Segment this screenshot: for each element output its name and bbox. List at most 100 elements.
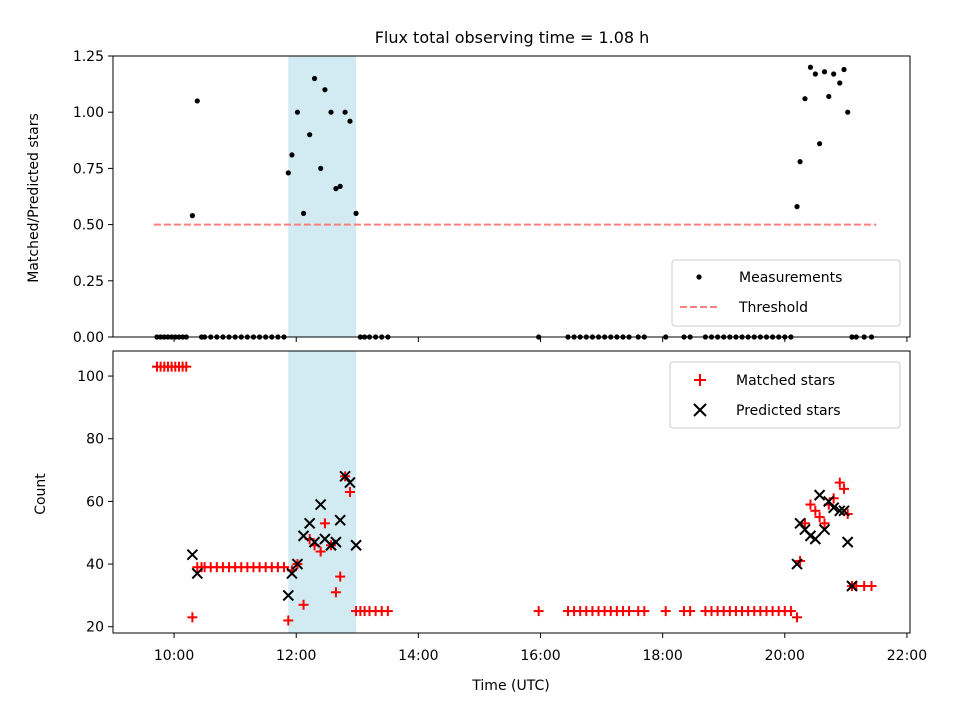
bottom-y-axis-label: Count bbox=[33, 473, 49, 515]
xtick-label: 22:00 bbox=[887, 648, 927, 664]
measurement-point bbox=[194, 98, 200, 104]
top-ytick-label: 0.25 bbox=[73, 274, 104, 290]
predicted-star-point bbox=[791, 558, 803, 570]
bottom-ytick-label: 40 bbox=[86, 557, 104, 573]
top-ytick-label: 1.00 bbox=[73, 105, 104, 121]
predicted-star-point bbox=[330, 536, 342, 548]
matched-star-point bbox=[335, 571, 346, 582]
xtick-label: 18:00 bbox=[642, 648, 682, 664]
measurement-point bbox=[294, 109, 301, 115]
matched-star-point bbox=[279, 562, 290, 573]
legend-matched-marker bbox=[694, 374, 706, 386]
matched-star-point bbox=[660, 606, 671, 617]
matched-star-point bbox=[792, 612, 803, 623]
matched-star-point bbox=[315, 546, 326, 557]
bottom-y-axis: 20 40 60 80 100 bbox=[77, 369, 113, 636]
xtick-label: 20:00 bbox=[765, 648, 805, 664]
matched-star-point bbox=[828, 493, 839, 504]
measurement-point bbox=[342, 109, 348, 115]
bottom-ytick-label: 100 bbox=[77, 369, 104, 385]
matched-star-point bbox=[283, 615, 294, 626]
predicted-star-point bbox=[827, 501, 840, 514]
predicted-star-point bbox=[841, 536, 854, 548]
x-axis-label: Time (UTC) bbox=[471, 678, 549, 694]
bottom-highlight-span bbox=[288, 351, 357, 633]
measurement-point bbox=[797, 159, 803, 165]
predicted-stars-group bbox=[186, 470, 858, 602]
measurement-point bbox=[318, 165, 324, 171]
predicted-star-point bbox=[303, 517, 316, 530]
predicted-star-point bbox=[818, 523, 831, 536]
chart-title: Flux total observing time = 1.08 h bbox=[375, 28, 650, 47]
measurement-point bbox=[333, 186, 339, 192]
measurement-point bbox=[285, 170, 291, 176]
bottom-panel: 20 40 60 80 100 10:00 12:00 14:00 16:00 18:00 20:… bbox=[33, 350, 927, 694]
bottom-legend-box bbox=[669, 361, 901, 429]
predicted-star-point bbox=[191, 567, 203, 580]
predicted-star-point bbox=[838, 505, 850, 517]
predicted-star-point bbox=[813, 489, 826, 501]
top-x-ticks bbox=[173, 337, 908, 342]
matched-star-point bbox=[639, 606, 650, 617]
xtick-label: 10:00 bbox=[154, 648, 194, 664]
measurement-point bbox=[807, 64, 814, 70]
predicted-star-point bbox=[282, 589, 294, 602]
top-highlight-span bbox=[288, 56, 357, 337]
measurement-point bbox=[289, 152, 295, 158]
measurement-point bbox=[837, 80, 843, 86]
measurement-point bbox=[794, 204, 800, 210]
matched-star-point bbox=[298, 599, 309, 610]
predicted-star-point bbox=[846, 580, 858, 592]
measurement-point bbox=[328, 109, 334, 115]
measurement-point bbox=[322, 87, 328, 93]
top-legend: Measurements Threshold bbox=[671, 259, 901, 327]
predicted-star-point bbox=[291, 558, 304, 570]
measurement-point bbox=[802, 96, 808, 102]
matched-star-point bbox=[533, 606, 544, 617]
legend-measurements-label: Measurements bbox=[739, 270, 842, 286]
top-ytick-label: 0.50 bbox=[73, 218, 104, 234]
predicted-star-point bbox=[350, 539, 362, 551]
measurement-point bbox=[821, 69, 828, 75]
measurement-point bbox=[337, 183, 343, 189]
top-ytick-label: 1.25 bbox=[73, 49, 104, 65]
predicted-star-point bbox=[286, 567, 298, 580]
predicted-star-point bbox=[186, 548, 199, 561]
predicted-star-point bbox=[308, 536, 321, 548]
measurement-point bbox=[347, 118, 353, 124]
xtick-label: 14:00 bbox=[398, 648, 438, 664]
matched-star-point bbox=[344, 487, 355, 497]
matched-star-point bbox=[839, 483, 850, 494]
matched-star-point bbox=[319, 518, 330, 529]
top-ytick-label: 0.00 bbox=[73, 330, 104, 346]
predicted-star-point bbox=[314, 498, 327, 511]
top-ytick-label: 0.75 bbox=[73, 161, 104, 177]
bottom-ytick-label: 60 bbox=[86, 494, 104, 510]
matched-star-point bbox=[805, 499, 816, 510]
matched-star-point bbox=[810, 505, 821, 516]
top-y-axis-label: Matched/Predicted stars bbox=[26, 113, 42, 283]
measurement-point bbox=[841, 66, 847, 73]
xtick-label: 16:00 bbox=[520, 648, 560, 664]
top-legend-box bbox=[671, 259, 901, 327]
bottom-ytick-label: 20 bbox=[86, 620, 104, 636]
measurement-point bbox=[353, 210, 359, 216]
measurement-point bbox=[812, 71, 818, 77]
predicted-star-point bbox=[297, 530, 310, 542]
measurement-point bbox=[831, 71, 837, 77]
legend-predicted-marker bbox=[693, 403, 707, 417]
predicted-star-point bbox=[834, 505, 846, 517]
measurement-point bbox=[845, 109, 851, 115]
measurement-point bbox=[189, 213, 195, 219]
matched-star-point bbox=[187, 612, 198, 623]
matched-star-point bbox=[814, 512, 825, 523]
matched-star-point bbox=[834, 477, 845, 488]
predicted-star-point bbox=[334, 514, 346, 526]
legend-threshold-label: Threshold bbox=[738, 300, 808, 316]
matched-star-point bbox=[330, 587, 341, 598]
top-y-axis: 0.00 0.25 0.50 0.75 1.00 1.25 bbox=[73, 49, 113, 346]
top-axes-frame bbox=[112, 55, 911, 338]
measurement-point bbox=[826, 93, 832, 100]
